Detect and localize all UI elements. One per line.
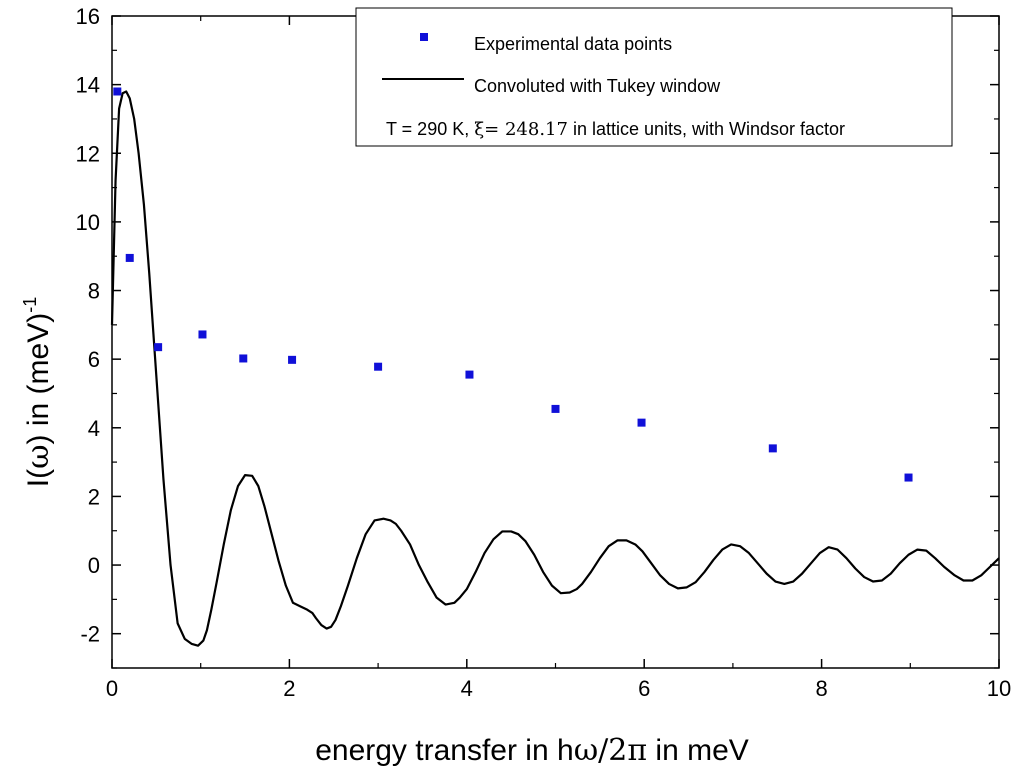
data-point	[637, 418, 646, 427]
data-point	[768, 444, 777, 453]
y-axis-title-omega: ω	[21, 444, 56, 468]
y-axis-title-prefix: I(	[22, 469, 55, 487]
legend-note-equals: =	[484, 119, 505, 140]
data-point	[125, 253, 134, 262]
line-series	[110, 90, 1000, 647]
x-axis-title: energy transfer in hω/2π in meV	[315, 733, 749, 768]
y-tick-label: 8	[88, 279, 100, 304]
x-tick-label: 8	[815, 676, 827, 701]
legend-point-swatch	[420, 33, 428, 41]
y-axis-title-suffix: ) in (meV)	[22, 313, 55, 445]
x-axis-title-slash: /2	[598, 733, 627, 768]
x-tick-label: 6	[638, 676, 650, 701]
legend-line-label: Convoluted with Tukey window	[474, 76, 721, 96]
y-tick-label: 12	[76, 141, 100, 166]
y-axis-title: I(ω) in (meV)-1	[20, 297, 56, 488]
y-axis-title-superscript: -1	[20, 297, 40, 313]
y-tick-label: 6	[88, 347, 100, 372]
y-tick-label: -2	[80, 622, 100, 647]
legend: Experimental data points Convoluted with…	[355, 7, 953, 147]
data-point	[551, 404, 560, 413]
legend-points-label: Experimental data points	[474, 34, 672, 54]
data-point	[904, 473, 913, 482]
data-point	[288, 355, 297, 364]
data-point	[154, 343, 163, 352]
x-tick-label: 2	[283, 676, 295, 701]
legend-note-suffix: in lattice units, with Windsor factor	[568, 119, 845, 139]
x-tick-label: 4	[461, 676, 473, 701]
y-tick-label: 2	[88, 484, 100, 509]
y-tick-label: 14	[76, 73, 100, 98]
legend-note-value: 248.17	[505, 119, 568, 140]
tukey-curve-line	[110, 90, 1000, 647]
x-axis-title-pi: π	[627, 733, 647, 768]
x-tick-label: 0	[106, 676, 118, 701]
x-axis-title-suffix: in meV	[647, 734, 749, 767]
x-axis-title-prefix: energy transfer in h	[315, 734, 573, 767]
x-axis-title-omega: ω	[574, 733, 598, 768]
data-point	[374, 362, 383, 371]
y-axis-ticks: -2 0 2 4 6 8 10 12 14 16	[76, 4, 999, 669]
legend-note: T = 290 K, ξ= 248.17 in lattice units, w…	[386, 119, 845, 140]
y-tick-label: 0	[88, 553, 100, 578]
legend-box	[355, 7, 953, 147]
point-series	[113, 87, 913, 482]
data-point	[198, 330, 207, 339]
y-tick-label: 4	[88, 416, 100, 441]
data-point	[239, 354, 248, 363]
x-tick-label: 10	[987, 676, 1011, 701]
legend-note-prefix: T = 290 K,	[386, 119, 474, 139]
y-tick-label: 16	[76, 4, 100, 29]
data-point	[113, 87, 122, 96]
data-point	[465, 370, 474, 379]
legend-note-xi: ξ	[474, 119, 484, 140]
y-tick-label: 10	[76, 210, 100, 235]
